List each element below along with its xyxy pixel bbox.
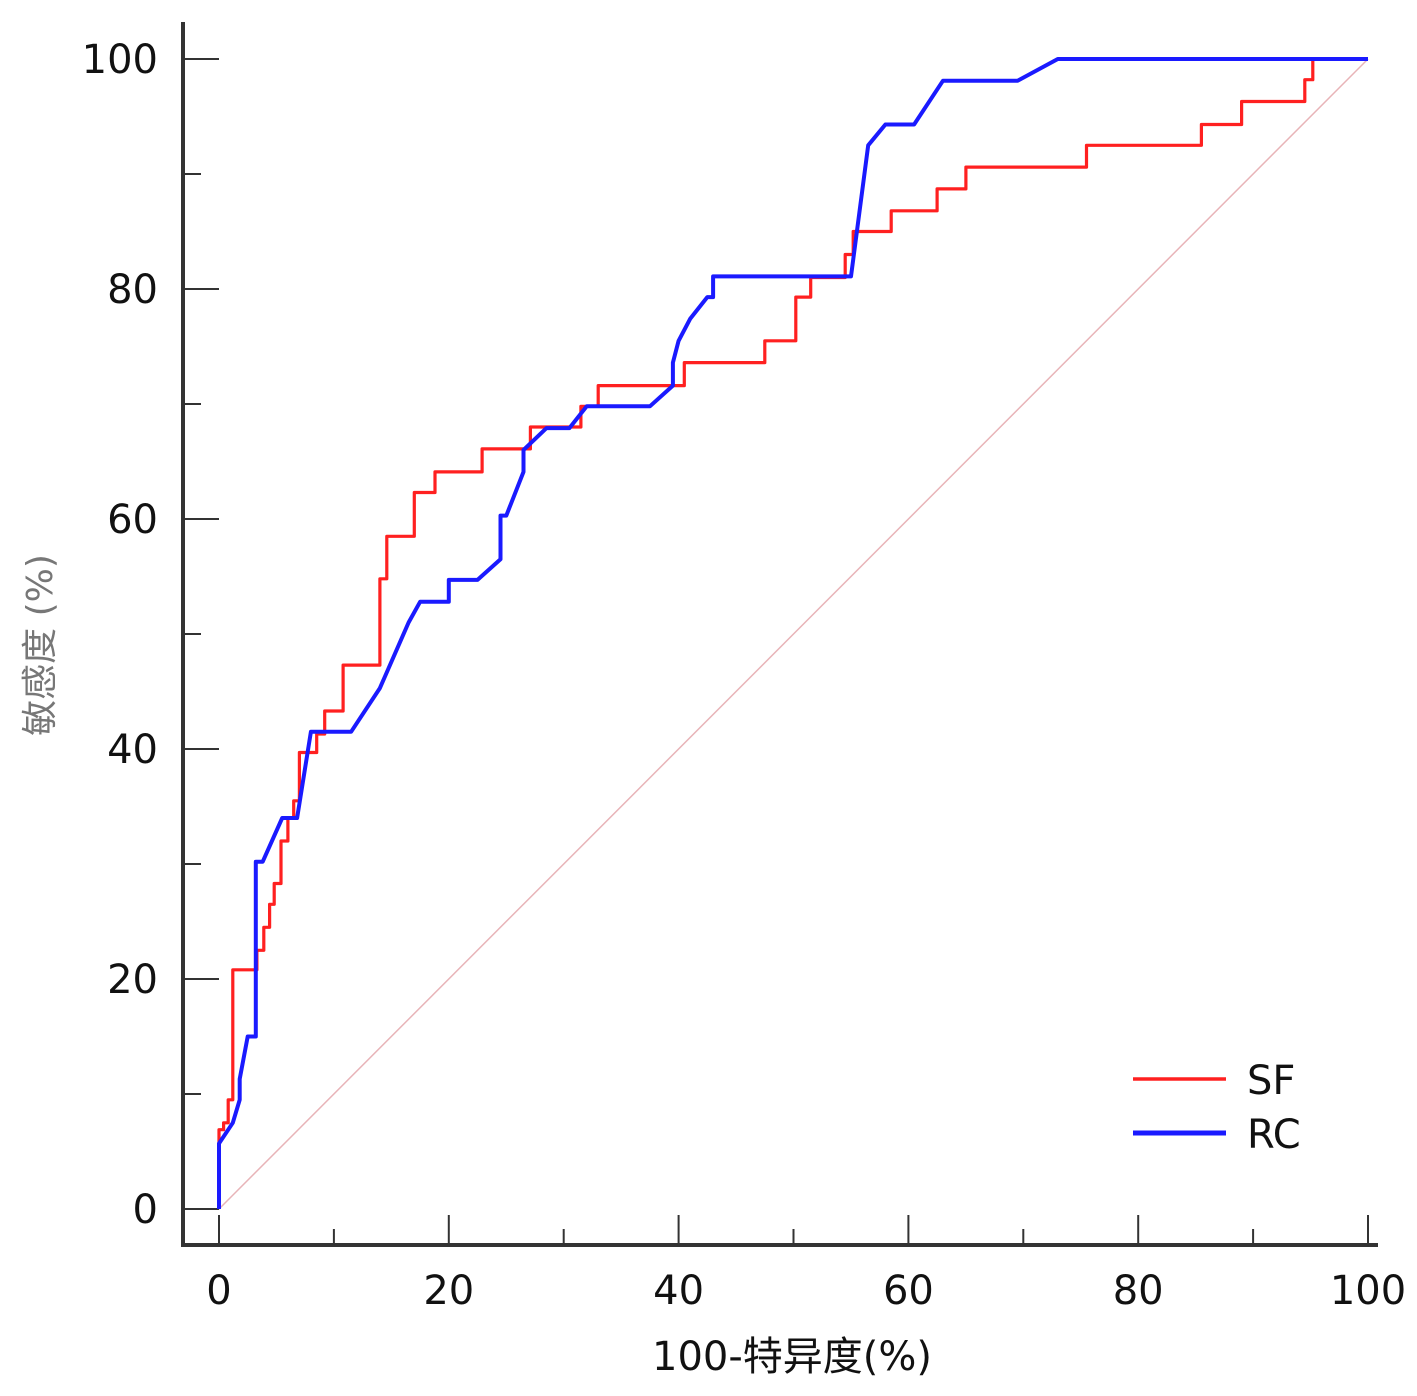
- y-tick-label: 0: [133, 1187, 158, 1233]
- reference-diagonal-line: [218, 58, 1369, 1210]
- x-tick-label: 60: [883, 1268, 934, 1314]
- series-line-rc: [217, 57, 1368, 1209]
- x-tick-label: 80: [1113, 1268, 1164, 1314]
- x-tick-label: 100: [1330, 1268, 1406, 1314]
- y-tick-label: 80: [107, 267, 158, 313]
- legend-label-rc: RC: [1247, 1112, 1301, 1158]
- series-line-sf: [217, 59, 1315, 1209]
- axes: 0 20 40 60 80 100 0 20 40 60 80 100 100-特异度(%) 敏感度 (%…: [20, 22, 1406, 1380]
- legend-label-sf: SF: [1247, 1058, 1295, 1104]
- y-tick-label: 40: [107, 727, 158, 773]
- x-tick-label: 20: [423, 1268, 474, 1314]
- x-tick-label: 40: [653, 1268, 704, 1314]
- reference-line-group: [218, 58, 1369, 1210]
- x-tick-label: 0: [206, 1268, 231, 1314]
- legend: SF RC: [1133, 1058, 1301, 1158]
- y-tick-label: 60: [107, 497, 158, 543]
- y-tick-label: 100: [82, 37, 158, 83]
- y-tick-label: 20: [107, 957, 158, 1003]
- y-axis-title: 敏感度 (%): [20, 554, 61, 736]
- series-group: [217, 57, 1368, 1209]
- x-axis-title: 100-特异度(%): [652, 1334, 932, 1380]
